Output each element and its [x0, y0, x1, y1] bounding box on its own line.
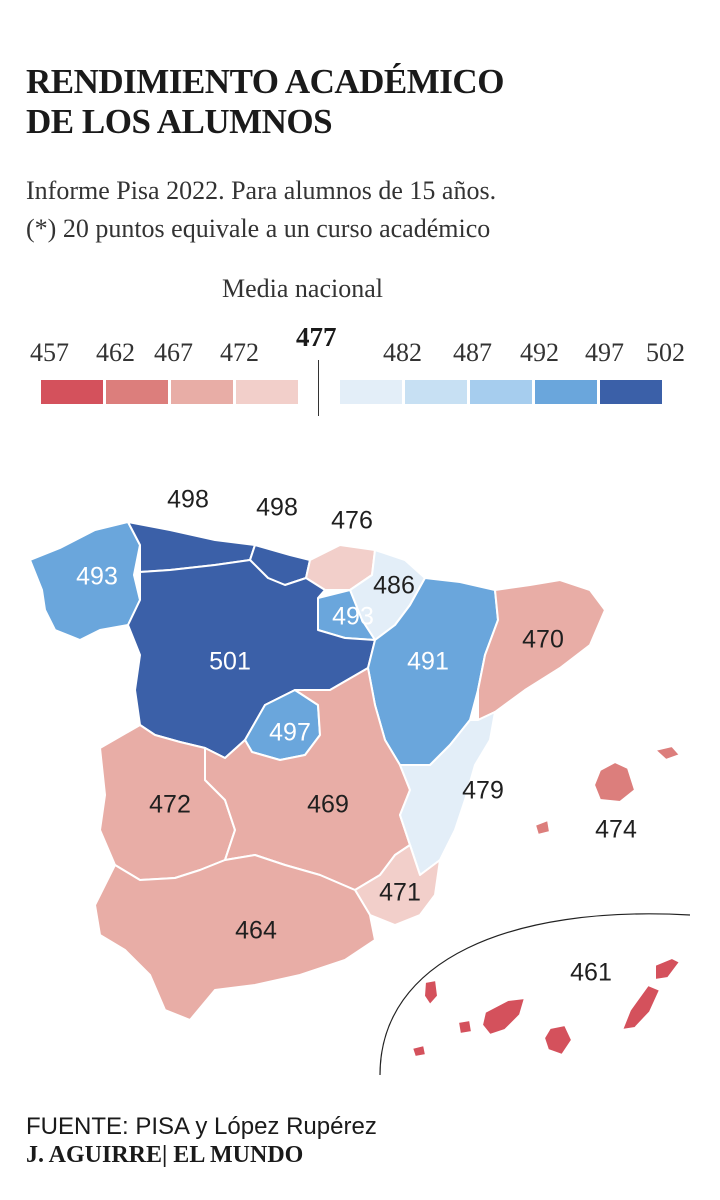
region-baleares-ibiza — [534, 819, 551, 836]
region-canarias-el-hierro — [411, 1044, 427, 1058]
label-andalucia: 464 — [235, 916, 277, 945]
legend-media-value: 477 — [296, 322, 337, 352]
legend-value-8: 497 — [585, 338, 624, 367]
source-text: FUENTE: PISA y López Rupérez — [26, 1113, 377, 1140]
label-asturias: 498 — [167, 485, 209, 514]
region-valenciana — [399, 711, 496, 876]
label-castilla-la-mancha: 469 — [307, 790, 349, 819]
label-galicia: 493 — [76, 562, 118, 591]
label-castilla-y-leon: 501 — [209, 647, 251, 676]
legend-value-4: 472 — [220, 338, 259, 367]
label-cantabria: 498 — [256, 493, 298, 522]
subtitle-line-2: (*) 20 puntos equivale a un curso académ… — [26, 214, 491, 243]
region-cataluna — [477, 579, 606, 721]
region-baleares-mallorca — [593, 761, 636, 803]
subtitle-line-1: Informe Pisa 2022. Para alumnos de 15 añ… — [26, 176, 497, 205]
legend-swatch-7 — [470, 380, 532, 404]
legend-value-7: 492 — [520, 338, 559, 367]
title-line-1: RENDIMIENTO ACADÉMICO — [26, 62, 504, 101]
region-canarias-la-palma — [423, 979, 439, 1006]
canarias-inset-arc — [379, 913, 691, 1076]
legend-value-6: 487 — [453, 338, 492, 367]
legend-value-9: 502 — [646, 338, 685, 367]
legend-value-2: 462 — [96, 338, 135, 367]
label-canarias: 461 — [570, 958, 612, 987]
region-canarias-gran-canaria — [543, 1024, 573, 1056]
region-canarias-la-gomera — [457, 1019, 473, 1035]
legend-value-5: 482 — [383, 338, 422, 367]
legend-value-1: 457 — [30, 338, 69, 367]
title-line-2: DE LOS ALUMNOS — [26, 102, 333, 141]
legend-swatch-6 — [405, 380, 467, 404]
region-canarias-lanzarote — [654, 957, 681, 981]
region-baleares-menorca — [654, 745, 681, 761]
label-aragon: 491 — [407, 647, 449, 676]
label-navarra: 486 — [373, 571, 415, 600]
legend-value-3: 467 — [154, 338, 193, 367]
label-valenciana: 479 — [462, 776, 504, 805]
label-madrid: 497 — [269, 718, 311, 747]
region-canarias-fuerteventura — [621, 984, 661, 1031]
legend-swatch-8 — [535, 380, 597, 404]
legend-divider — [318, 360, 319, 416]
label-baleares: 474 — [595, 815, 637, 844]
region-canarias-tenerife — [481, 997, 526, 1036]
legend-swatch-4 — [236, 380, 298, 404]
label-la-rioja: 493 — [332, 602, 374, 631]
legend-media-label: Media nacional — [222, 274, 383, 303]
label-pais-vasco: 476 — [331, 506, 373, 535]
author-credit: J. AGUIRRE| EL MUNDO — [26, 1142, 304, 1168]
chart-title: RENDIMIENTO ACADÉMICO DE LOS ALUMNOS — [26, 62, 686, 142]
label-cataluna: 470 — [522, 625, 564, 654]
label-murcia: 471 — [379, 878, 421, 907]
region-andalucia — [94, 854, 376, 1021]
legend-swatch-1 — [41, 380, 103, 404]
chart-subtitle: Informe Pisa 2022. Para alumnos de 15 añ… — [26, 172, 696, 248]
label-extremadura: 472 — [149, 790, 191, 819]
legend-swatch-9 — [600, 380, 662, 404]
legend-swatch-3 — [171, 380, 233, 404]
legend-swatch-5 — [340, 380, 402, 404]
legend-swatch-2 — [106, 380, 168, 404]
